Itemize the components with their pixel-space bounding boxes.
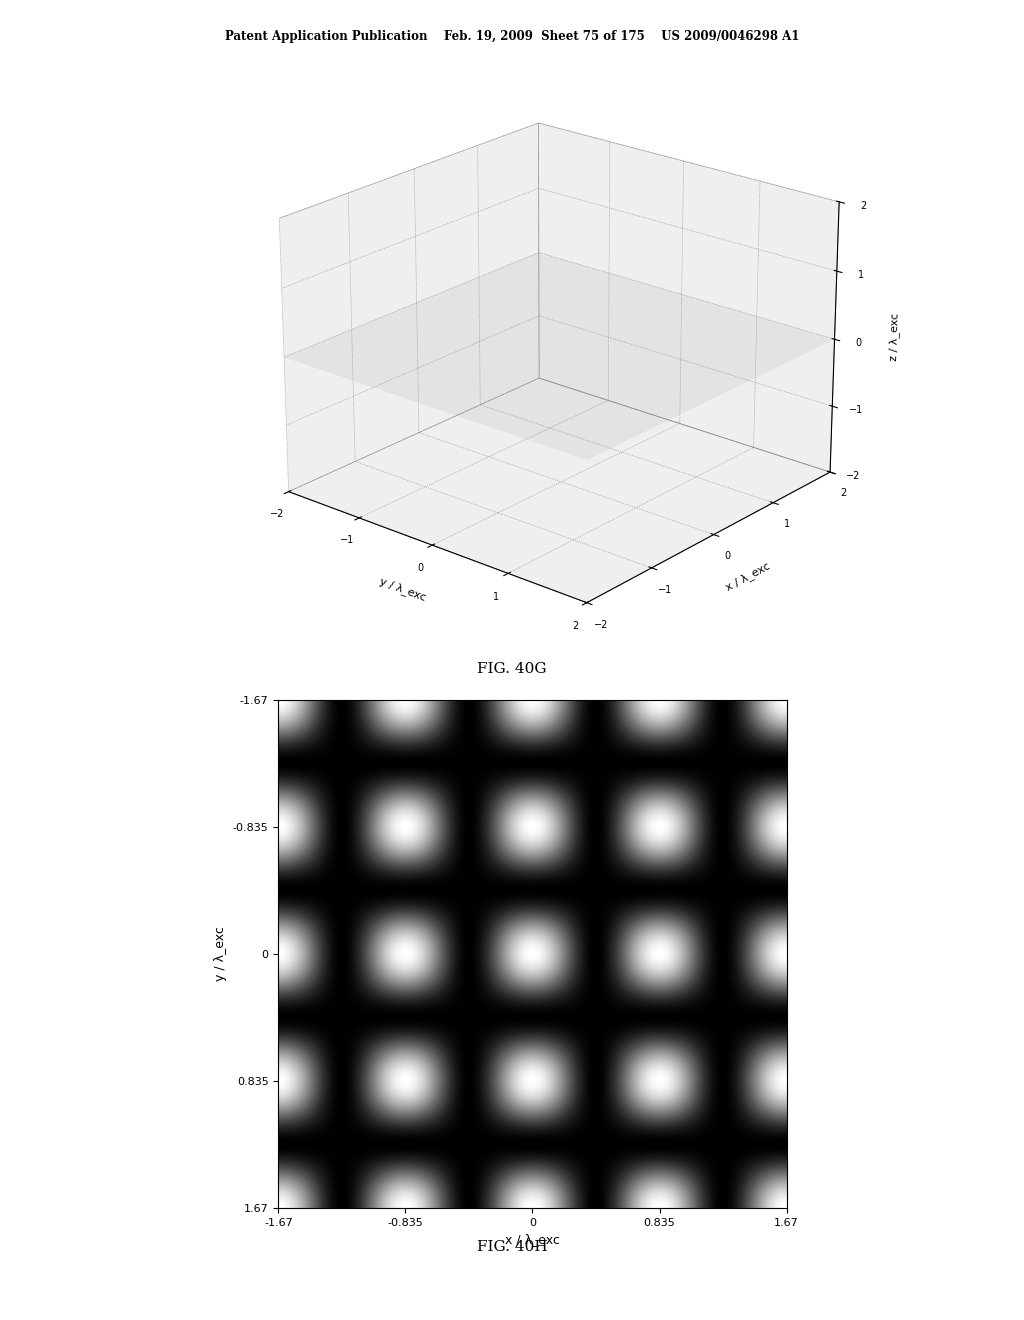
Y-axis label: x / λ_exc: x / λ_exc <box>724 560 772 593</box>
Text: FIG. 40H: FIG. 40H <box>477 1241 547 1254</box>
Text: FIG. 40G: FIG. 40G <box>477 663 547 676</box>
X-axis label: y / λ_exc: y / λ_exc <box>378 576 428 603</box>
Y-axis label: y / λ_exc: y / λ_exc <box>214 927 227 981</box>
X-axis label: x / λ_exc: x / λ_exc <box>505 1233 560 1246</box>
Text: Patent Application Publication    Feb. 19, 2009  Sheet 75 of 175    US 2009/0046: Patent Application Publication Feb. 19, … <box>225 30 799 44</box>
